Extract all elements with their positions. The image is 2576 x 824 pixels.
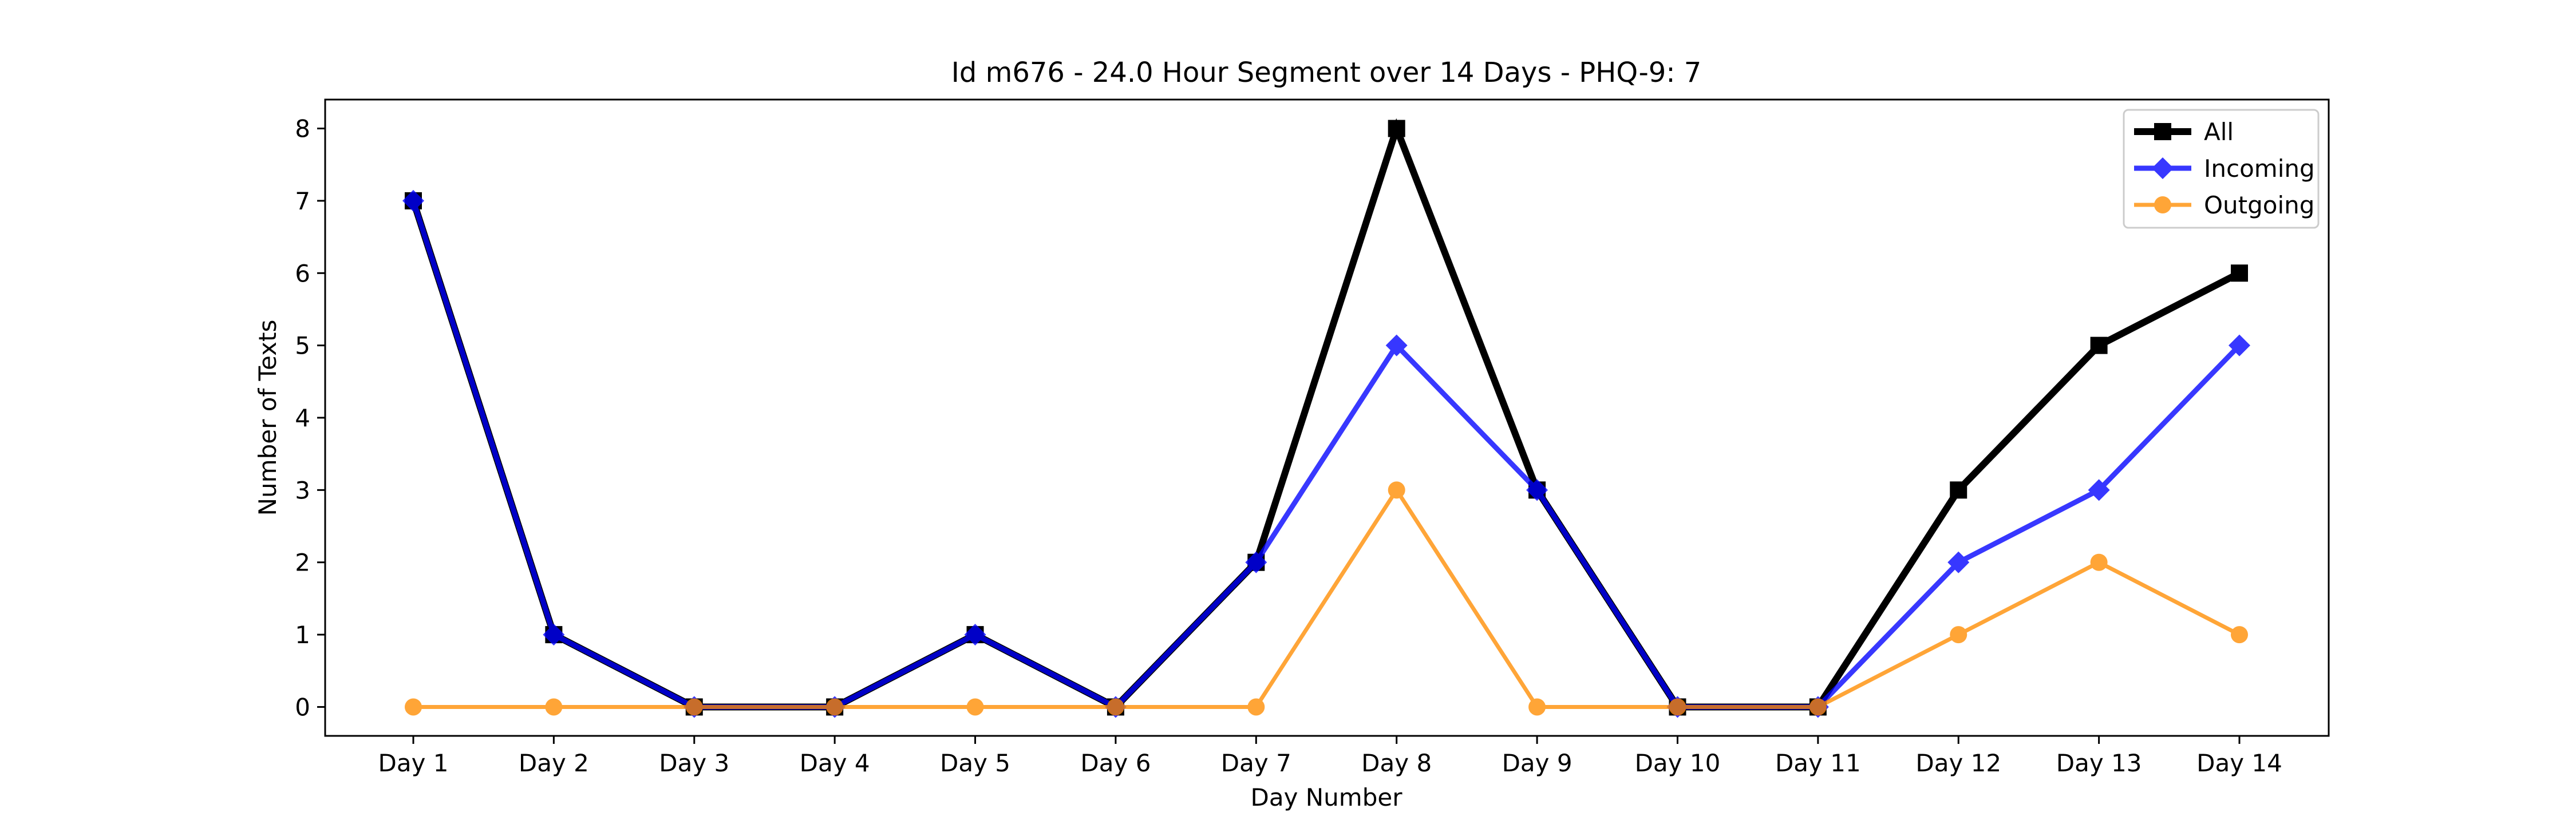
y-tick-label: 7 <box>295 187 310 215</box>
legend-label: Outgoing <box>2204 191 2314 219</box>
x-tick-label: Day 2 <box>519 749 589 777</box>
series-line <box>413 486 2241 709</box>
y-tick-label: 5 <box>295 332 310 360</box>
data-point <box>1388 481 1405 499</box>
x-tick-label: Day 12 <box>1915 749 2001 777</box>
series-incoming <box>402 189 2250 718</box>
y-tick-label: 6 <box>295 259 310 287</box>
x-axis-label: Day Number <box>1250 783 1402 811</box>
data-point <box>545 698 563 716</box>
x-tick-label: Day 13 <box>2056 749 2142 777</box>
data-point <box>2229 334 2250 356</box>
legend-label: Incoming <box>2204 154 2315 183</box>
data-point <box>1526 479 1548 501</box>
series-outgoing <box>405 481 2248 716</box>
x-tick-label: Day 7 <box>1221 749 1291 777</box>
data-point <box>2090 336 2108 354</box>
data-point <box>2088 479 2110 501</box>
data-point <box>1950 481 1967 499</box>
y-tick-label: 1 <box>295 621 310 649</box>
data-point <box>685 698 703 716</box>
data-point <box>1388 120 1405 137</box>
legend-marker <box>2154 123 2171 140</box>
chart-title: Id m676 - 24.0 Hour Segment over 14 Days… <box>951 57 1702 89</box>
data-point <box>826 698 844 716</box>
data-point <box>1809 698 1827 716</box>
legend-swatch <box>2134 196 2191 213</box>
y-tick-label: 2 <box>295 549 310 577</box>
x-tick-label: Day 8 <box>1361 749 1432 777</box>
series-line <box>410 118 2241 711</box>
x-tick-label: Day 3 <box>659 749 729 777</box>
data-point <box>1950 626 1967 644</box>
data-point <box>1107 698 1124 716</box>
x-tick-label: Day 6 <box>1080 749 1151 777</box>
y-axis-label: Number of Texts <box>254 320 282 516</box>
data-point <box>543 624 565 646</box>
x-tick-label: Day 4 <box>800 749 870 777</box>
x-tick-label: Day 5 <box>940 749 1010 777</box>
x-axis: Day 1 Day 2 Day 3 Day 4 Day 5 Day 6 Day 7 Day 8… <box>378 736 2282 777</box>
data-point <box>1947 551 1970 573</box>
x-tick-label: Day 14 <box>2196 749 2282 777</box>
data-point <box>966 698 984 716</box>
legend-marker <box>2152 157 2174 179</box>
legend: All Incoming Outgoing <box>2123 109 2320 229</box>
series-layer <box>402 118 2250 718</box>
x-tick-label: Day 9 <box>1502 749 1573 777</box>
legend-marker <box>2154 196 2171 213</box>
data-point <box>2090 553 2108 571</box>
data-point <box>405 698 422 716</box>
data-point <box>402 189 424 212</box>
y-tick-label: 8 <box>295 115 310 143</box>
data-point <box>1385 334 1408 356</box>
data-point <box>2231 626 2248 644</box>
y-axis: 0 1 2 3 4 5 6 7 8 <box>295 115 325 721</box>
y-tick-label: 3 <box>295 476 310 504</box>
y-tick-label: 4 <box>295 404 310 432</box>
data-point <box>1669 698 1686 716</box>
data-point <box>964 624 986 646</box>
x-tick-label: Day 11 <box>1775 749 1861 777</box>
legend-label: All <box>2204 118 2234 146</box>
data-point <box>2231 264 2248 282</box>
data-point <box>1247 698 1265 716</box>
data-point <box>1528 698 1546 716</box>
data-point <box>1245 551 1267 573</box>
legend-frame <box>2123 109 2320 229</box>
legend-swatch <box>2134 157 2191 179</box>
y-tick-label: 0 <box>295 693 310 721</box>
legend-swatch <box>2134 123 2191 140</box>
x-tick-label: Day 1 <box>378 749 448 777</box>
x-tick-label: Day 10 <box>1635 749 1721 777</box>
